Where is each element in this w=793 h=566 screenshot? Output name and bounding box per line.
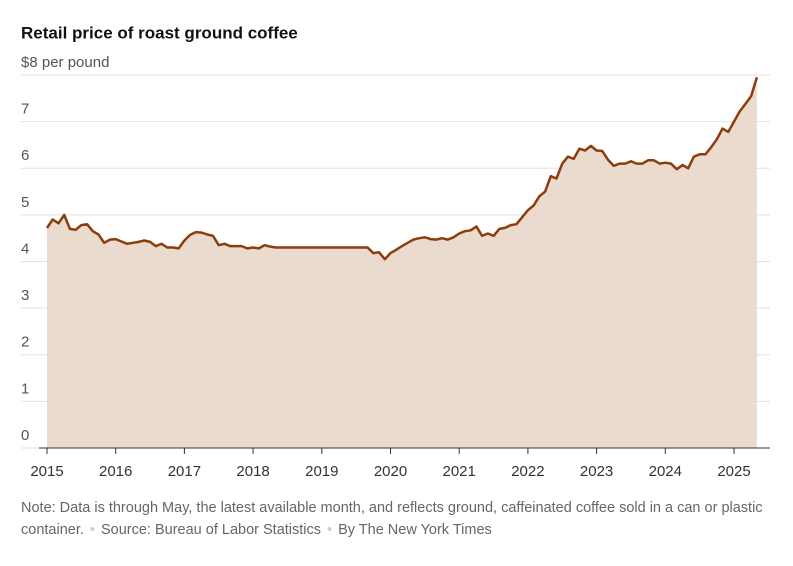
chart: Retail price of roast ground coffee 0 1 2 3… xyxy=(21,23,770,480)
area xyxy=(47,77,757,449)
x-tick-label: 2021 xyxy=(443,463,476,480)
x-tick-label: 2017 xyxy=(168,463,201,480)
x-tick-label: 2023 xyxy=(580,463,613,480)
y-tick-label: 5 xyxy=(21,194,29,211)
y-tick-label: $8 per pound xyxy=(21,54,109,71)
x-tick-label: 2022 xyxy=(511,463,544,480)
separator: • xyxy=(89,522,95,538)
credit: By The New York Times xyxy=(338,522,492,538)
y-tick-label: 3 xyxy=(21,287,29,304)
y-tick-label: 6 xyxy=(21,147,29,164)
x-tick-label: 2020 xyxy=(374,463,407,480)
note: Note: Data is through May, the latest av… xyxy=(21,500,763,538)
x-tick-label: 2024 xyxy=(649,463,682,480)
line xyxy=(45,76,759,261)
x-tick-label: 2015 xyxy=(30,463,63,480)
y-tick-label: 0 xyxy=(21,427,29,444)
separator: • xyxy=(327,522,333,538)
footnote: Note: Data is through May, the latest av… xyxy=(21,497,781,541)
y-tick-label: 7 xyxy=(21,101,29,118)
x-tick-label: 2025 xyxy=(717,463,750,480)
chart-title: Retail price of roast ground coffee xyxy=(21,23,298,42)
x-tick-label: 2018 xyxy=(236,463,269,480)
y-tick-label: 4 xyxy=(21,240,29,257)
source: Source: Bureau of Labor Statistics xyxy=(100,522,322,538)
x-tick-label: 2019 xyxy=(305,463,338,480)
y-tick-label: 2 xyxy=(21,334,29,351)
y-tick-label: 1 xyxy=(21,380,29,397)
x-tick-label: 2016 xyxy=(99,463,132,480)
